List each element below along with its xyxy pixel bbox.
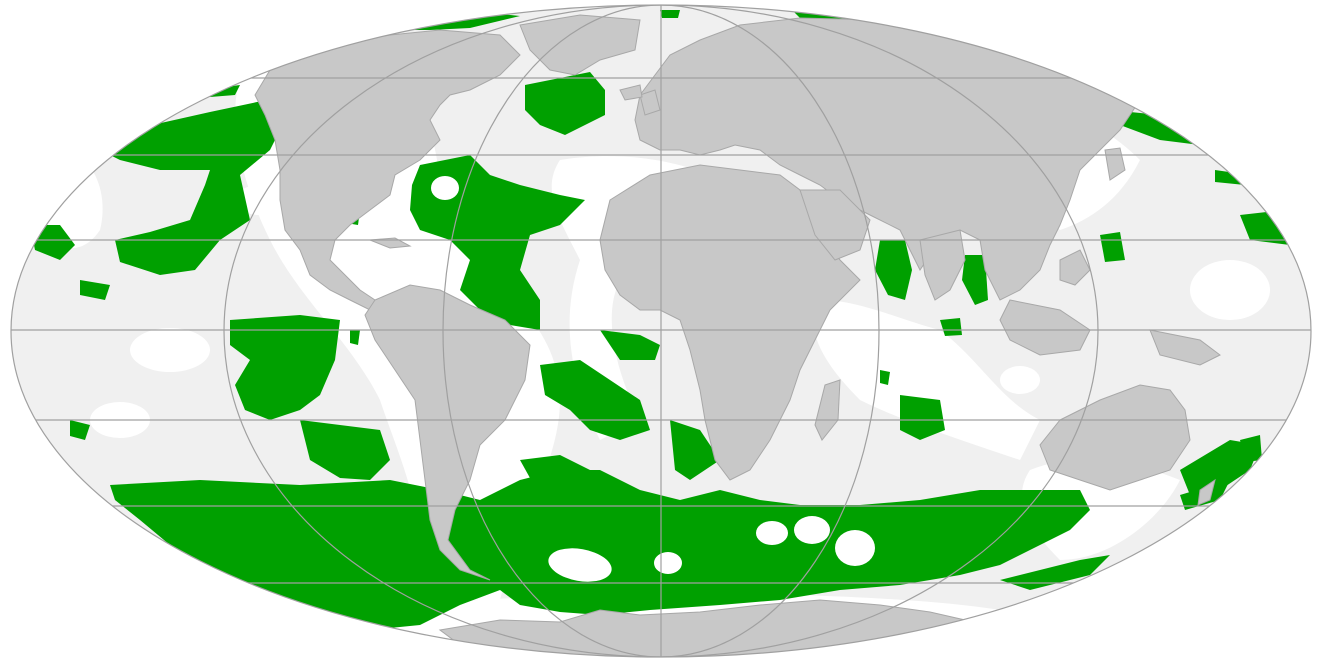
land-india [919, 229, 966, 301]
globe-outline [10, 4, 1312, 658]
region-north-pacific [100, 95, 290, 275]
region-atlantic-central [410, 155, 585, 330]
land-south-america [364, 284, 531, 581]
region-indian-ocean [875, 240, 912, 300]
land-greenland [519, 14, 641, 76]
region-north-atlantic [525, 72, 605, 135]
region-southern-ocean [110, 470, 1090, 630]
land-indonesia [999, 299, 1091, 356]
land-madagascar [814, 379, 841, 441]
land-africa [599, 164, 861, 481]
region-tropical-pacific [230, 315, 340, 420]
land-australia [1039, 384, 1191, 491]
